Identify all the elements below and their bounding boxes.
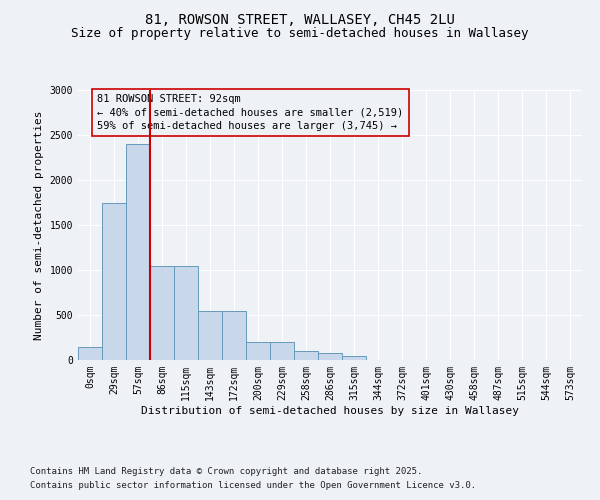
- X-axis label: Distribution of semi-detached houses by size in Wallasey: Distribution of semi-detached houses by …: [141, 406, 519, 415]
- Bar: [222, 310, 246, 360]
- Text: 81 ROWSON STREET: 92sqm
← 40% of semi-detached houses are smaller (2,519)
59% of: 81 ROWSON STREET: 92sqm ← 40% of semi-de…: [97, 94, 403, 131]
- Bar: [246, 342, 270, 360]
- Bar: [78, 346, 102, 360]
- Text: Contains public sector information licensed under the Open Government Licence v3: Contains public sector information licen…: [30, 481, 476, 490]
- Bar: [294, 351, 318, 360]
- Text: 81, ROWSON STREET, WALLASEY, CH45 2LU: 81, ROWSON STREET, WALLASEY, CH45 2LU: [145, 12, 455, 26]
- Bar: [318, 353, 342, 360]
- Bar: [198, 310, 222, 360]
- Bar: [270, 342, 294, 360]
- Bar: [126, 144, 150, 360]
- Text: Contains HM Land Registry data © Crown copyright and database right 2025.: Contains HM Land Registry data © Crown c…: [30, 467, 422, 476]
- Bar: [342, 356, 366, 360]
- Bar: [150, 266, 174, 360]
- Bar: [174, 266, 198, 360]
- Bar: [102, 202, 126, 360]
- Y-axis label: Number of semi-detached properties: Number of semi-detached properties: [34, 110, 44, 340]
- Text: Size of property relative to semi-detached houses in Wallasey: Size of property relative to semi-detach…: [71, 28, 529, 40]
